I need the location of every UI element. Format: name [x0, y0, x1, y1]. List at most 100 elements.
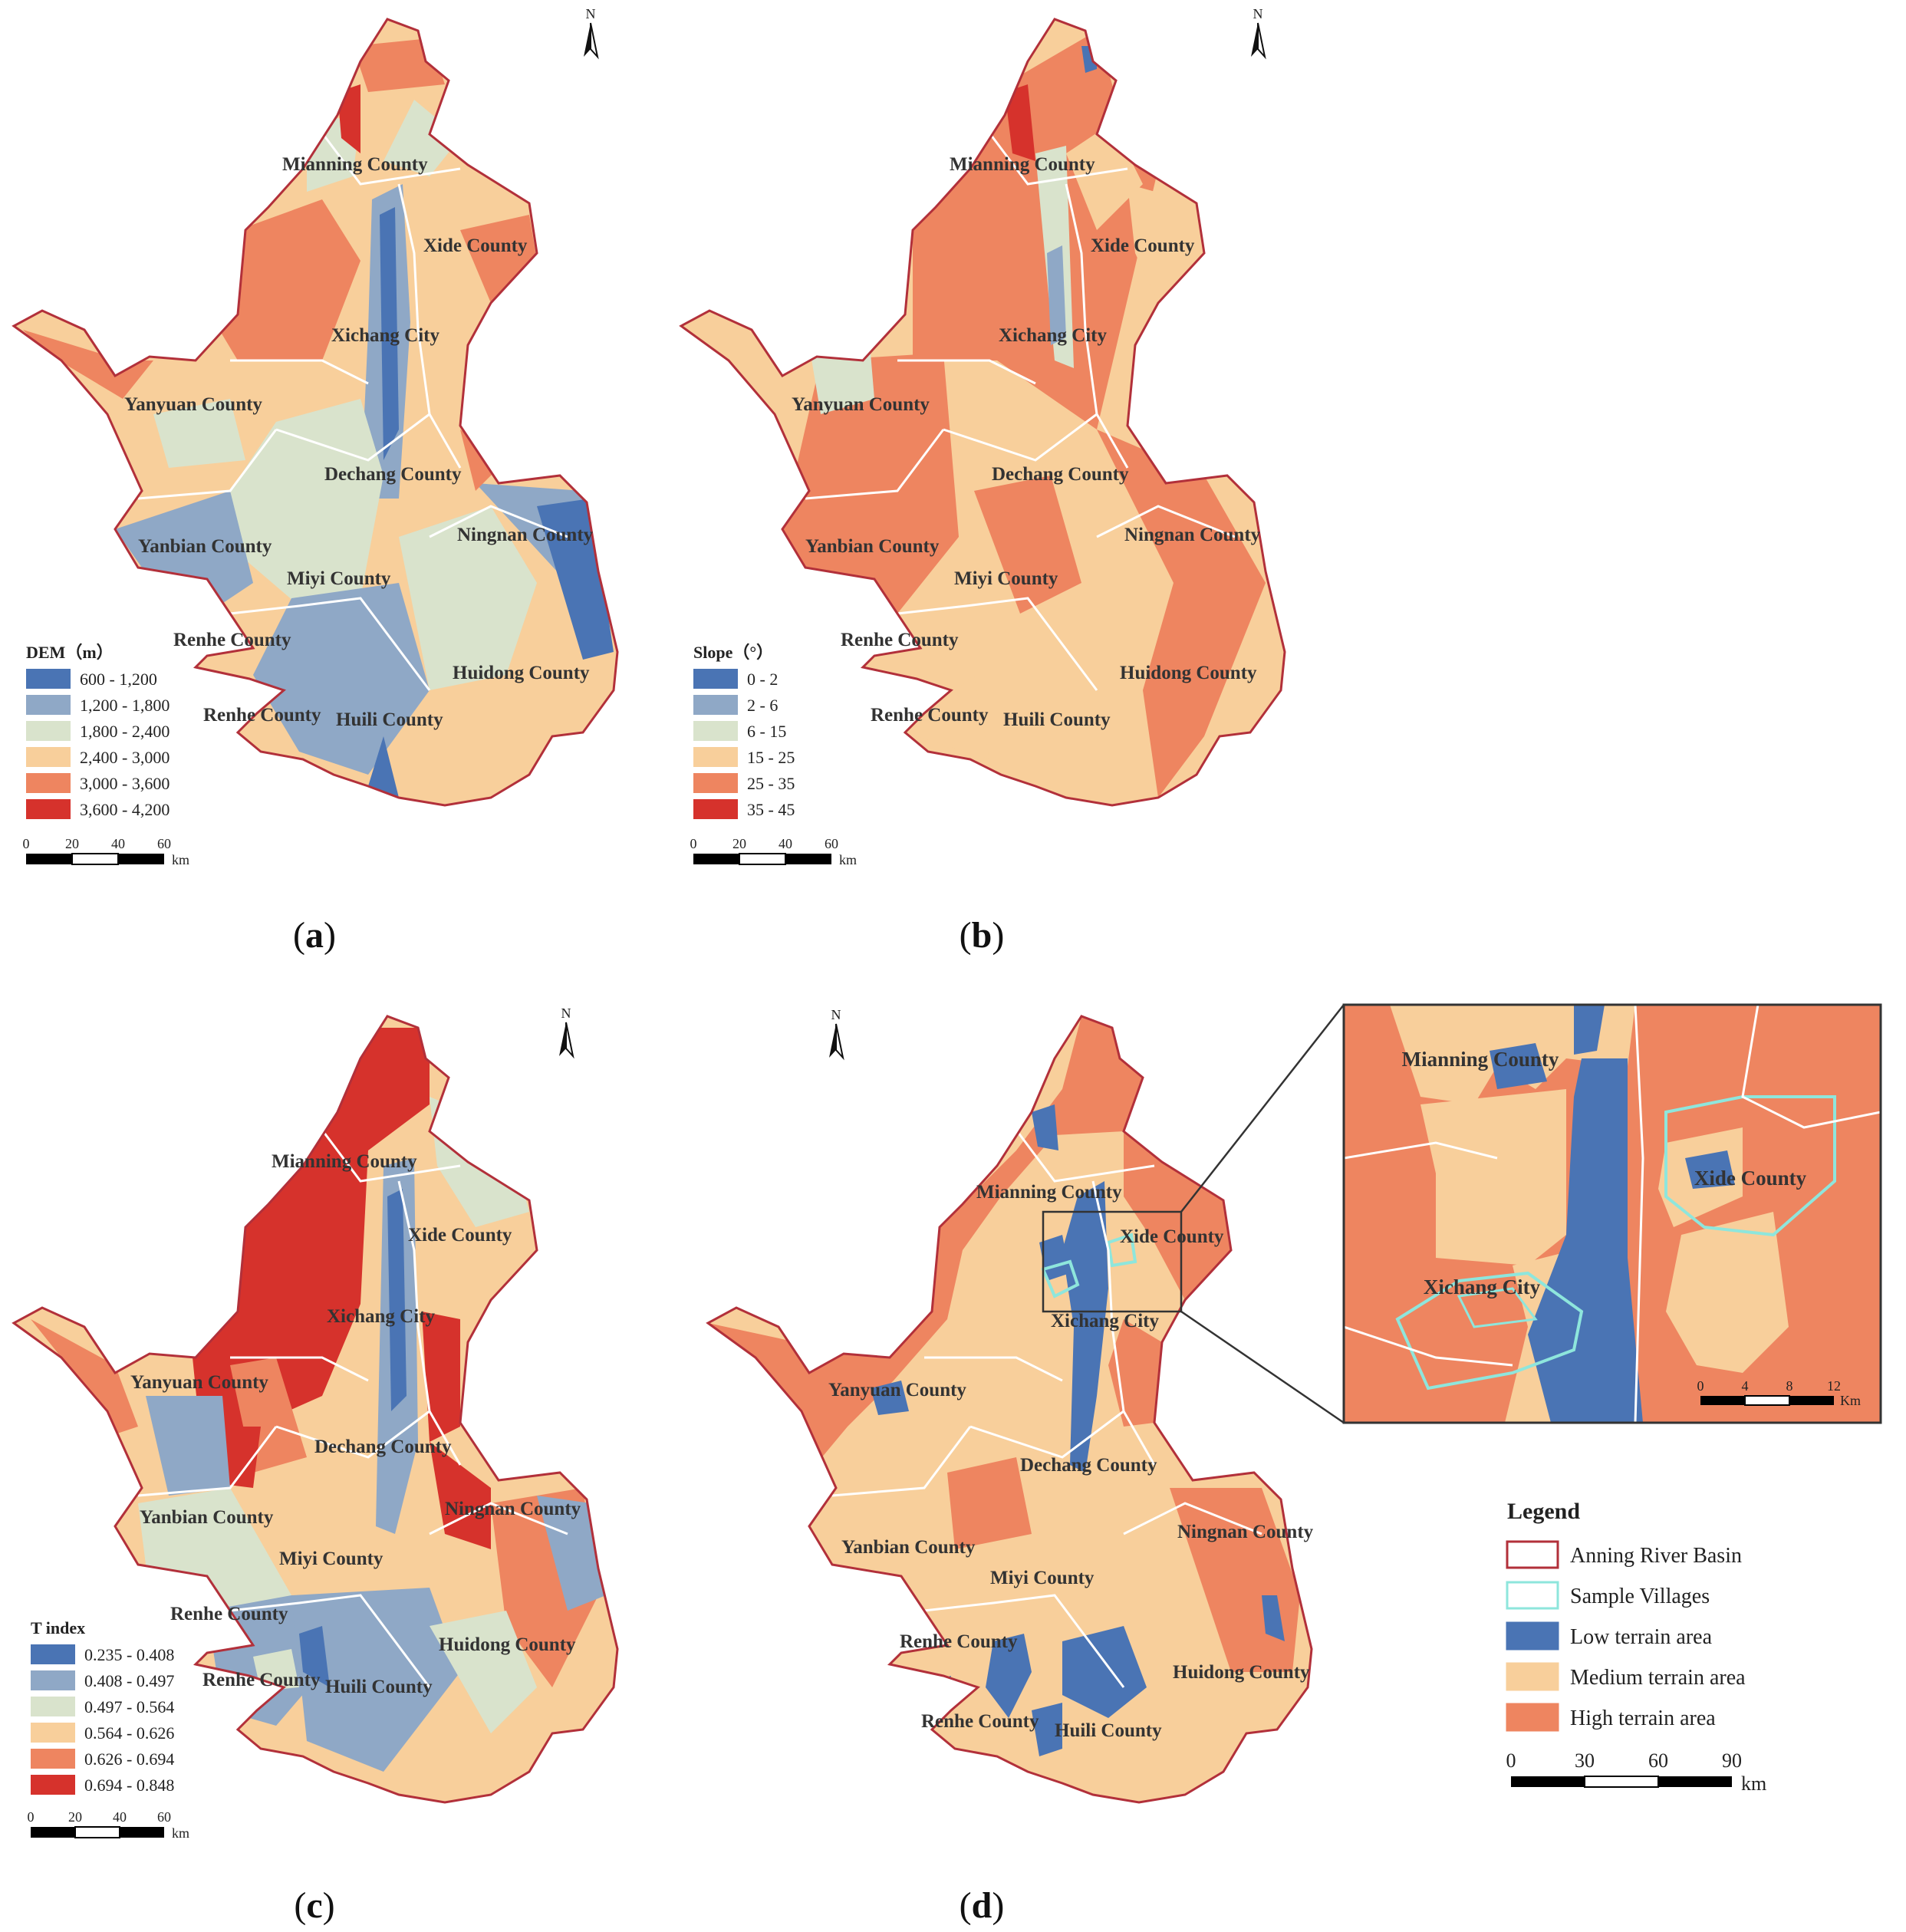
- map-legend: Slope（°） 0 - 2 2 - 6 6 - 15 15 - 25 25 - 35 3…: [693, 643, 795, 819]
- inset-extent-box: [1042, 1210, 1183, 1313]
- north-label: N: [831, 1007, 841, 1022]
- label-mianning-county: Mianning County: [950, 154, 1095, 175]
- label-ningnan-county: Ningnan County: [1177, 1522, 1314, 1542]
- label-dechang-county: Dechang County: [1020, 1455, 1157, 1476]
- legend-label: 0.564 - 0.626: [84, 1723, 174, 1743]
- legend-swatch: [693, 799, 738, 819]
- label-yanyuan-county: Yanyuan County: [792, 394, 930, 415]
- caption-letter: a: [305, 915, 324, 956]
- legend-label: 25 - 35: [747, 774, 795, 793]
- caption-letter: d: [972, 1885, 993, 1926]
- legend-label: Sample Villages: [1570, 1585, 1710, 1608]
- label-huili-county: Huili County: [1003, 709, 1111, 730]
- scale-tick: 0: [690, 836, 697, 851]
- scale-tick: 0: [28, 1809, 35, 1825]
- legend-swatch: [693, 721, 738, 741]
- inset-leader-line: [1180, 1004, 1345, 1213]
- legend-label: 1,800 - 2,400: [80, 722, 170, 741]
- legend-label: 3,600 - 4,200: [80, 800, 170, 819]
- label-mianning-county: Mianning County: [272, 1151, 417, 1172]
- panel-b-map-body: [681, 19, 1285, 805]
- legend-swatch: [31, 1697, 75, 1716]
- label-renhe-county: Renhe County: [173, 630, 291, 650]
- legend-swatch: [26, 695, 71, 715]
- legend-swatch: [31, 1644, 75, 1664]
- label-ningnan-county: Ningnan County: [457, 525, 594, 545]
- scale-unit: Km: [1840, 1393, 1861, 1408]
- scale-unit: km: [172, 852, 189, 867]
- scale-tick: 0: [1697, 1378, 1704, 1394]
- scale-tick: 60: [157, 1809, 171, 1825]
- inset-label-xide-county: Xide County: [1694, 1167, 1807, 1190]
- legend-label: 600 - 1,200: [80, 670, 157, 689]
- label-ningnan-county: Ningnan County: [1124, 525, 1261, 545]
- label-renhe-county-2: Renhe County: [871, 705, 989, 726]
- scale-tick: 20: [732, 836, 746, 851]
- legend-classes: 0.235 - 0.408 0.408 - 0.497 0.497 - 0.564 0…: [31, 1644, 174, 1795]
- scale-tick: 12: [1827, 1378, 1841, 1394]
- legend-label: 2 - 6: [747, 696, 778, 715]
- legend-swatch: [31, 1723, 75, 1743]
- label-yanbian-county: Yanbian County: [841, 1537, 976, 1558]
- label-xide-county: Xide County: [1120, 1226, 1224, 1247]
- legend-label: 0.626 - 0.694: [84, 1749, 174, 1769]
- legend-label: 0.497 - 0.564: [84, 1697, 174, 1716]
- label-xide-county: Xide County: [408, 1225, 512, 1246]
- panel-b-caption: (b): [960, 915, 1005, 956]
- label-xide-county: Xide County: [423, 235, 528, 256]
- legend-swatch: [693, 747, 738, 767]
- label-dechang-county: Dechang County: [314, 1437, 452, 1457]
- scale-bar: 0 20 40 60 km: [23, 836, 190, 867]
- legend-label: 1,200 - 1,800: [80, 696, 170, 715]
- legend-label: 0.694 - 0.848: [84, 1776, 174, 1795]
- scale-tick: 20: [65, 836, 79, 851]
- label-miyi-county: Miyi County: [990, 1568, 1095, 1588]
- legend-classes: 600 - 1,200 1,200 - 1,800 1,800 - 2,400 2,4…: [26, 669, 170, 819]
- scale-tick: 0: [1506, 1749, 1516, 1772]
- label-dechang-county: Dechang County: [324, 464, 462, 485]
- label-ningnan-county: Ningnan County: [445, 1499, 581, 1519]
- north-label: N: [586, 6, 596, 21]
- legend-swatch: [693, 773, 738, 793]
- panel-a-dem-map: N Mianning County Xide County Xichang Ci…: [12, 6, 619, 867]
- label-huili-county: Huili County: [1055, 1720, 1162, 1741]
- label-renhe-county: Renhe County: [841, 630, 959, 650]
- legend-classes: 0 - 2 2 - 6 6 - 15 15 - 25 25 - 35 35 - 45: [693, 669, 795, 819]
- legend-swatch: [1506, 1621, 1559, 1651]
- legend-label: 15 - 25: [747, 748, 795, 767]
- label-mianning-county: Mianning County: [282, 154, 428, 175]
- legend-swatch: [693, 695, 738, 715]
- scale-tick: 60: [825, 836, 838, 851]
- label-yanyuan-county: Yanyuan County: [124, 394, 262, 415]
- label-renhe-county-2: Renhe County: [921, 1711, 1039, 1732]
- legend-title: Legend: [1507, 1499, 1580, 1524]
- scale-tick: 4: [1742, 1378, 1749, 1394]
- scale-tick: 30: [1575, 1749, 1595, 1772]
- panel-d-terrain-map: N Mianning County Xide County Xichang Ci…: [706, 1007, 1314, 1804]
- inset-map: Mianning County Xide County Xichang City…: [1342, 1003, 1882, 1424]
- scale-tick: 8: [1786, 1378, 1793, 1394]
- scale-bar: 0 20 40 60 km: [690, 836, 858, 867]
- scale-bar: 0 20 40 60 km: [28, 1809, 190, 1841]
- scale-tick: 40: [111, 836, 125, 851]
- inset-label-xichang-city: Xichang City: [1424, 1275, 1541, 1298]
- terrain-legend: Legend Anning River Basin Sample Villages…: [1506, 1499, 1746, 1732]
- scale-tick: 20: [68, 1809, 82, 1825]
- legend-swatch: [26, 747, 71, 767]
- legend-label: 35 - 45: [747, 800, 795, 819]
- legend-label: 0 - 2: [747, 670, 778, 689]
- scale-unit: km: [839, 852, 857, 867]
- north-arrow: N: [1251, 6, 1266, 60]
- scale-bar: 0 30 60 90 km: [1506, 1749, 1767, 1795]
- map-legend: DEM（m） 600 - 1,200 1,200 - 1,800 1,800 - 2…: [26, 643, 170, 819]
- panel-a-map-body: [14, 19, 617, 805]
- legend-label: 6 - 15: [747, 722, 786, 741]
- label-renhe-county-2: Renhe County: [202, 1670, 321, 1690]
- label-huidong-county: Huidong County: [439, 1634, 576, 1655]
- legend-swatch: [26, 773, 71, 793]
- panel-b-slope-map: N Mianning County Xide County Xichang Ci…: [680, 6, 1286, 867]
- inset-map-body: [1344, 1005, 1881, 1423]
- legend-swatch: [1506, 1581, 1559, 1610]
- legend-label: Medium terrain area: [1570, 1666, 1746, 1690]
